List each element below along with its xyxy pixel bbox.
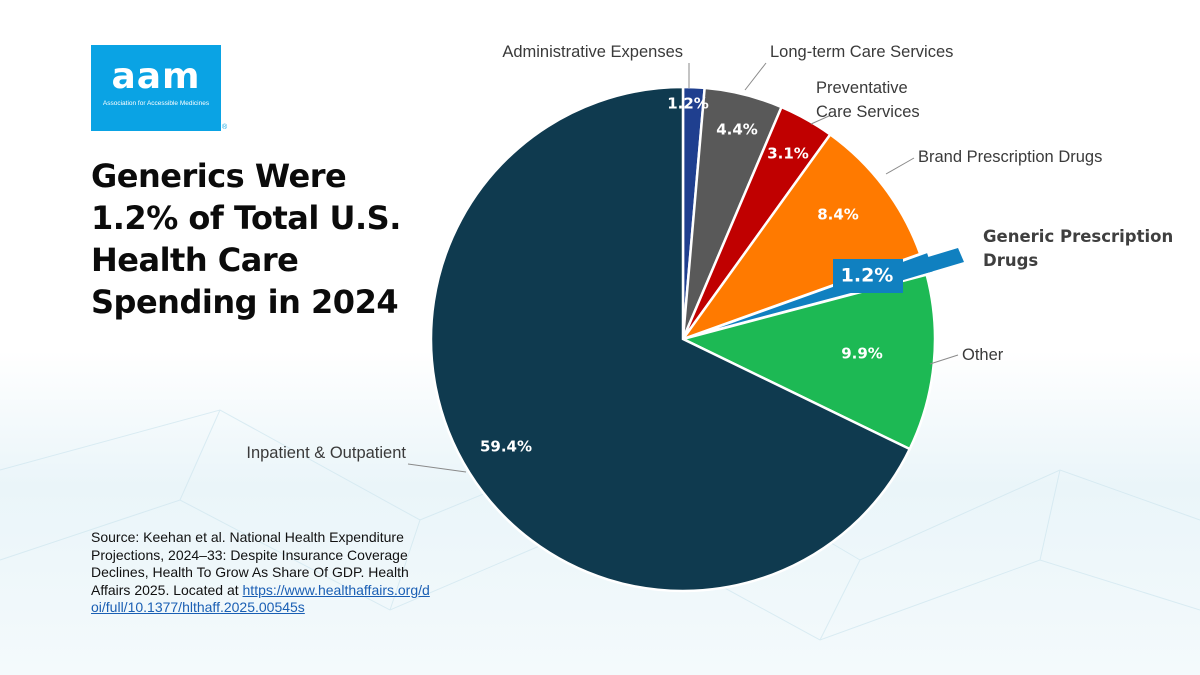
pct-label-brand-prescription-drugs: 8.4% (817, 206, 859, 224)
headline: Generics Were 1.2% of Total U.S. Health … (91, 157, 401, 321)
source-link[interactable]: https://www.healthaffairs.org/doi/full/1… (91, 581, 430, 616)
generic-value-box (833, 259, 903, 293)
leader-line-long-term-care-services (744, 62, 767, 91)
pct-label-long-term-care-services: 4.4% (716, 121, 758, 139)
logo-subtitle: Association for Accessible Medicines (102, 100, 210, 107)
pie-slice-inpatient-and-outpatient (429, 85, 912, 593)
pct-label-other: 9.9% (841, 345, 883, 363)
slice-label-administrative-expenses: Administrative Expenses (502, 43, 683, 61)
pie-slice-brand-prescription-drugs (679, 132, 922, 342)
leader-line-inpatient-and-outpatient (407, 463, 467, 473)
pct-label-inpatient-and-outpatient: 59.4% (480, 438, 532, 456)
pct-label-administrative-expenses: 1.2% (667, 95, 709, 113)
pct-label-generic-prescription-drugs: 1.2% (841, 265, 894, 287)
source-text: Source: Keehan et al. National Health Ex… (91, 529, 409, 598)
logo-mark: aam (111, 56, 201, 97)
pie-slices (429, 85, 937, 593)
aam-logo: aam Association for Accessible Medicines (91, 45, 221, 131)
slice-label-other: Other (962, 346, 1004, 364)
source-citation: Source: Keehan et al. National Health Ex… (91, 529, 431, 617)
slice-label-long-term-care-services: Long-term Care Services (770, 43, 953, 61)
leader-line-other (929, 354, 959, 365)
slice-label-brand-prescription-drugs: Brand Prescription Drugs (918, 148, 1102, 166)
slice-label-generic-prescription-drugs: Generic Prescription Drugs (983, 227, 1173, 270)
pie-slice-other (679, 273, 937, 451)
registered-mark: ® (222, 124, 228, 131)
pct-label-preventative-care-services: 3.1% (767, 145, 809, 163)
slice-label-preventative-care-services: Preventative Care Services (816, 79, 920, 121)
generic-callout-arrow (885, 248, 964, 284)
leader-line-brand-prescription-drugs (885, 157, 915, 175)
leader-line-preventative-care-services (810, 115, 830, 125)
slice-label-inpatient-and-outpatient: Inpatient & Outpatient (246, 444, 406, 462)
